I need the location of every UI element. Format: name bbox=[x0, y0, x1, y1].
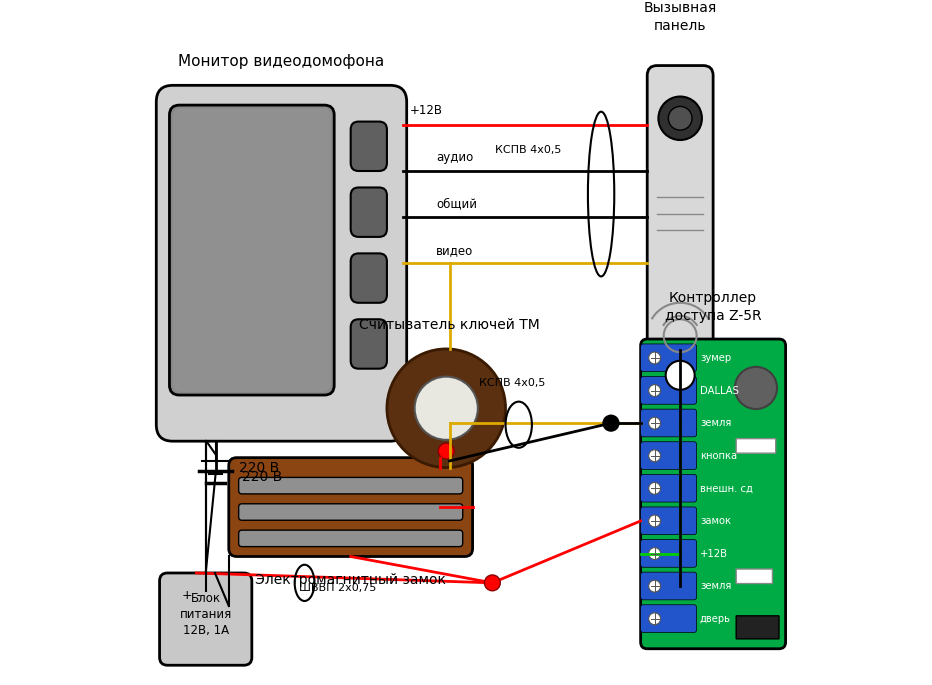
FancyBboxPatch shape bbox=[350, 188, 387, 237]
Circle shape bbox=[649, 580, 661, 592]
Circle shape bbox=[649, 547, 661, 560]
Circle shape bbox=[734, 367, 777, 409]
Text: замок: замок bbox=[700, 516, 731, 526]
FancyBboxPatch shape bbox=[239, 477, 462, 494]
Text: Контроллер
доступа Z-5R: Контроллер доступа Z-5R bbox=[665, 291, 761, 323]
FancyBboxPatch shape bbox=[736, 438, 775, 453]
Text: +12В: +12В bbox=[410, 104, 443, 117]
Circle shape bbox=[649, 515, 661, 527]
Text: дверь: дверь bbox=[700, 614, 731, 624]
Text: ШВВП 2х0,75: ШВВП 2х0,75 bbox=[299, 583, 377, 593]
Text: 220 В: 220 В bbox=[242, 471, 282, 484]
Circle shape bbox=[387, 349, 505, 468]
FancyBboxPatch shape bbox=[640, 344, 696, 372]
Text: земля: земля bbox=[700, 418, 732, 428]
FancyBboxPatch shape bbox=[239, 503, 462, 520]
FancyBboxPatch shape bbox=[350, 121, 387, 171]
Text: DALLAS: DALLAS bbox=[700, 386, 739, 395]
FancyBboxPatch shape bbox=[640, 474, 696, 502]
Text: земля: земля bbox=[700, 581, 732, 591]
FancyBboxPatch shape bbox=[350, 319, 387, 369]
Circle shape bbox=[649, 352, 661, 364]
Text: Считыватель ключей ТМ: Считыватель ключей ТМ bbox=[359, 319, 540, 332]
Circle shape bbox=[649, 417, 661, 429]
FancyBboxPatch shape bbox=[640, 409, 696, 437]
Text: КСПВ 4х0,5: КСПВ 4х0,5 bbox=[479, 378, 545, 388]
Circle shape bbox=[649, 450, 661, 462]
FancyBboxPatch shape bbox=[159, 573, 252, 665]
FancyBboxPatch shape bbox=[228, 458, 473, 556]
Text: 220 В: 220 В bbox=[239, 460, 279, 475]
Text: + -: + - bbox=[183, 590, 201, 602]
FancyBboxPatch shape bbox=[640, 507, 696, 535]
Circle shape bbox=[438, 443, 454, 459]
Text: +12В: +12В bbox=[700, 549, 728, 558]
FancyBboxPatch shape bbox=[170, 105, 335, 395]
FancyBboxPatch shape bbox=[172, 108, 331, 392]
FancyBboxPatch shape bbox=[640, 572, 696, 600]
Circle shape bbox=[668, 106, 692, 130]
Text: кнопка: кнопка bbox=[700, 451, 737, 461]
Text: Блок
питания
12В, 1А: Блок питания 12В, 1А bbox=[180, 592, 232, 637]
FancyBboxPatch shape bbox=[239, 530, 462, 547]
Text: зумер: зумер bbox=[700, 353, 731, 363]
Text: КСПВ 4х0,5: КСПВ 4х0,5 bbox=[496, 145, 562, 155]
Text: Электромагнитный замок: Электромагнитный замок bbox=[255, 573, 446, 587]
FancyBboxPatch shape bbox=[647, 66, 713, 421]
Text: аудио: аудио bbox=[436, 151, 473, 164]
Text: Монитор видеодомофона: Монитор видеодомофона bbox=[178, 54, 385, 69]
Circle shape bbox=[649, 384, 661, 397]
FancyBboxPatch shape bbox=[640, 339, 786, 649]
FancyBboxPatch shape bbox=[640, 605, 696, 632]
FancyBboxPatch shape bbox=[736, 569, 773, 584]
FancyBboxPatch shape bbox=[640, 377, 696, 404]
Circle shape bbox=[658, 97, 702, 140]
Text: общий: общий bbox=[436, 197, 477, 210]
FancyBboxPatch shape bbox=[640, 540, 696, 567]
Text: Вызывная
панель: Вызывная панель bbox=[643, 1, 717, 33]
Circle shape bbox=[649, 482, 661, 495]
FancyBboxPatch shape bbox=[736, 616, 779, 639]
Circle shape bbox=[665, 361, 694, 390]
FancyBboxPatch shape bbox=[640, 442, 696, 469]
Text: видео: видео bbox=[436, 244, 473, 257]
Circle shape bbox=[485, 575, 500, 590]
Circle shape bbox=[649, 613, 661, 625]
FancyBboxPatch shape bbox=[157, 86, 406, 441]
FancyBboxPatch shape bbox=[350, 253, 387, 303]
Text: внешн. сд: внешн. сд bbox=[700, 484, 753, 493]
Circle shape bbox=[603, 415, 619, 431]
Circle shape bbox=[415, 377, 478, 440]
